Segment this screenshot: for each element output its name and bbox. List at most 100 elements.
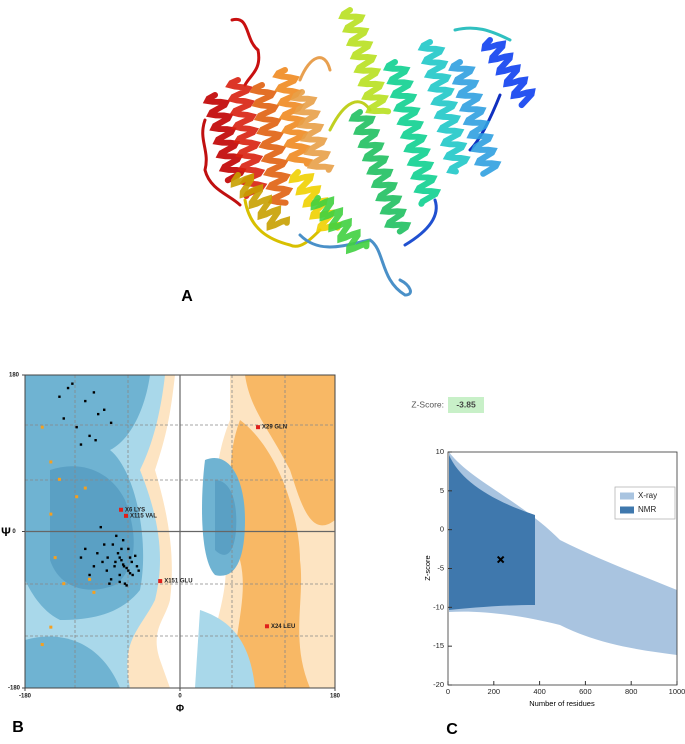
residue-point [75,425,78,429]
y-tick-label: 0 [440,525,444,534]
residue-point [79,556,83,559]
residue-point [96,412,100,416]
residue-point [125,584,128,587]
residue-point [108,582,111,585]
residue-point [62,417,65,420]
residue-point [105,569,109,572]
residue-point [130,560,133,564]
nmr-cloud [449,455,535,610]
allowed-point [40,643,44,647]
residue-point [92,391,96,394]
residue-point [116,552,120,555]
residue-point [106,556,109,559]
helix [249,82,294,206]
allowed-point [88,577,92,581]
allowed-point [40,425,44,429]
legend-label: X-ray [638,491,657,500]
allowed-point [62,582,66,586]
outlier-point [256,425,261,430]
helix [230,172,291,231]
helix [348,109,412,235]
panel-label: A [181,288,193,305]
outlier-point [158,579,163,584]
x-tick-label: 180 [330,694,341,700]
residue-point [109,578,113,581]
residue-point [114,560,117,564]
residue-point [88,434,91,438]
allowed-point [57,477,61,481]
x-tick-label: 1000 [669,687,685,696]
allowed-point [49,512,53,516]
helix [225,77,268,199]
allowed-point [49,460,53,464]
residue-point [103,543,106,546]
residue-point [92,565,96,568]
panel-label: C [446,721,458,738]
residue-point [71,382,74,385]
residue-point [88,573,91,577]
residue-point [125,566,128,570]
legend-label: NMR [638,505,656,514]
helix [272,67,314,167]
residue-point [128,556,132,559]
x-tick-label: 600 [579,687,592,696]
helix [202,92,247,184]
helix [382,59,442,207]
residue-point [134,554,137,558]
outlier-point [124,513,129,518]
residue-point [121,563,125,566]
legend-swatch [620,506,634,514]
residue-point [120,547,123,551]
helix [448,59,502,177]
outlier-label: X24 LEU [271,624,295,630]
y-axis-label: Z-score [423,555,432,580]
helix [417,39,471,175]
residue-point [113,565,116,568]
score-box [448,397,484,413]
x-axis-label: Φ [176,704,184,715]
residue-point [137,569,140,572]
x-tick-label: 200 [488,687,501,696]
outlier-point [119,507,124,512]
outlier-point [264,624,269,629]
helix [481,37,536,109]
y-tick-label: 0 [12,529,16,535]
legend [614,486,676,520]
allowed-point [75,495,79,499]
residue-point [118,580,121,584]
residue-point [84,399,87,403]
outlier-label: X29 GLN [262,425,287,431]
y-tick-label: -20 [433,680,444,689]
y-tick-label: -180 [8,686,21,692]
residue-point [127,547,130,551]
x-tick-label: 800 [625,687,638,696]
y-tick-label: -15 [433,641,444,650]
residue-point [120,558,123,562]
x-tick-label: 0 [446,687,450,696]
residue-point [121,538,125,542]
residue-point [118,556,121,559]
x-tick-label: 0 [178,694,182,700]
residue-point [123,582,127,585]
y-tick-label: 10 [436,447,444,456]
x-tick-label: 400 [533,687,546,696]
outlier-label: X151 GLU [164,579,192,585]
allowed-point [53,556,57,560]
residue-point [96,552,99,555]
residue-point [101,560,104,564]
residue-point [128,572,132,575]
y-axis-label: Ψ [1,525,11,539]
x-tick-label: -180 [19,694,32,700]
legend-swatch [620,492,634,500]
outlier-label: X115 VAL [130,513,157,519]
residue-point [58,395,61,398]
y-tick-label: -10 [433,602,444,611]
residue-point [115,534,118,538]
residue-point [79,443,83,446]
y-tick-label: 5 [440,486,444,495]
residue-point [118,573,121,577]
outlier-label: X6 LYS [125,507,145,513]
allowed-point [83,486,87,490]
score-label: Z-Score: [411,399,444,409]
